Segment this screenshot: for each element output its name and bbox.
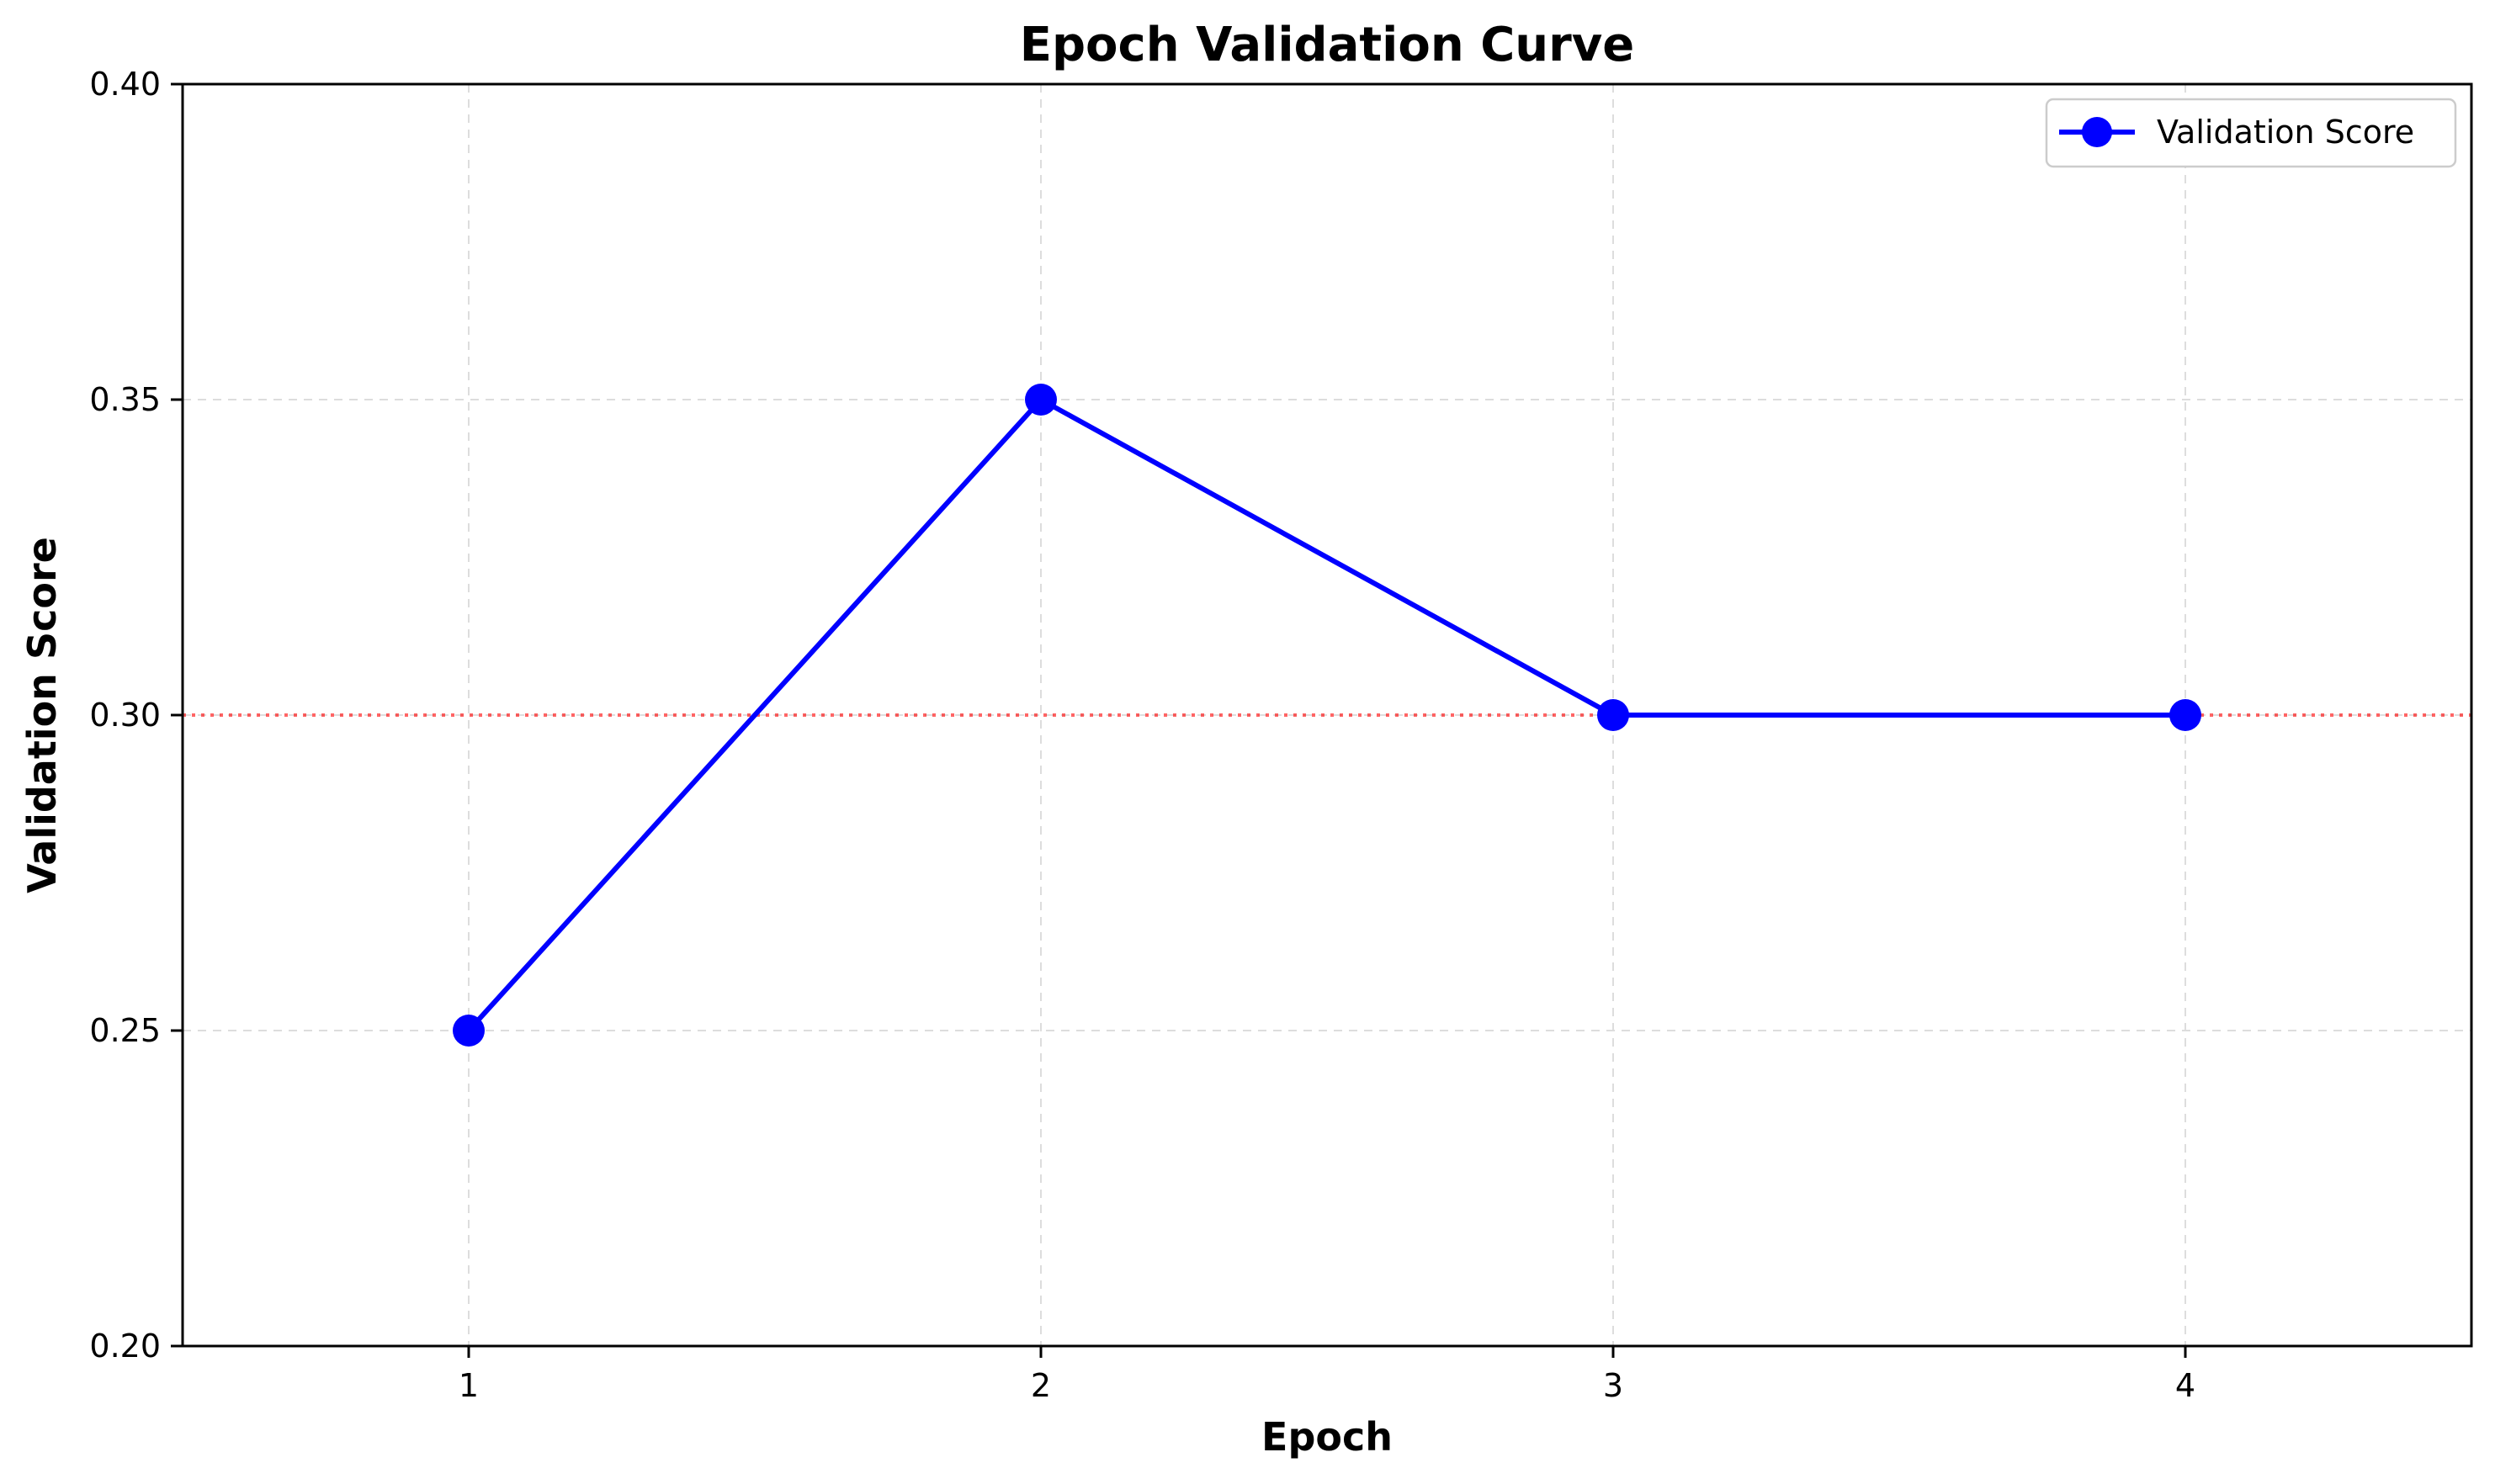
chart-title: Epoch Validation Curve <box>1020 18 1635 72</box>
y-tick-label: 0.40 <box>89 66 161 103</box>
y-axis-label: Validation Score <box>19 537 65 893</box>
legend-box <box>2045 98 2457 168</box>
series-group <box>453 384 2201 1047</box>
y-tick-label: 0.30 <box>89 697 161 734</box>
x-axis-label: Epoch <box>1261 1414 1393 1460</box>
y-tick-label: 0.20 <box>89 1328 161 1365</box>
y-tick-label: 0.25 <box>89 1012 161 1049</box>
legend-label: Validation Score <box>2157 114 2414 151</box>
series-line <box>466 397 2185 1033</box>
x-tick-label: 2 <box>1031 1367 1051 1404</box>
x-tick-label: 4 <box>2175 1367 2195 1404</box>
x-tick-label: 3 <box>1603 1367 1623 1404</box>
legend: Validation Score <box>2045 98 2457 168</box>
data-point <box>453 1015 485 1047</box>
data-point <box>2169 699 2201 731</box>
x-ticks: 1 2 3 4 <box>459 1346 2195 1404</box>
y-tick-label: 0.35 <box>89 381 161 418</box>
data-point <box>1025 384 1057 416</box>
legend-marker-sample <box>2082 117 2112 147</box>
x-tick-label: 1 <box>459 1367 479 1404</box>
y-ticks: 0.20 0.25 0.30 0.35 0.40 <box>89 66 183 1365</box>
data-point <box>1597 699 1629 731</box>
